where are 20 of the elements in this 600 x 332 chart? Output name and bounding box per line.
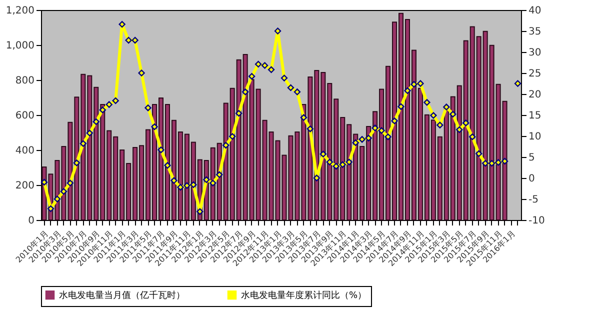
y-tick-label: 1,000 <box>6 40 34 52</box>
y-tick-label: 0 <box>28 216 34 226</box>
y-tick-label: 800 <box>15 76 34 86</box>
y-tick-label: 200 <box>15 180 34 192</box>
y-tick-label: 1,200 <box>6 6 34 16</box>
y2-tick-label: 5 <box>528 152 535 164</box>
legend-label: 水电发电量年度累计同比（%） <box>241 290 367 302</box>
y2-tick-label: 20 <box>528 90 542 100</box>
y2-tick-label: -5 <box>528 194 538 206</box>
y2-tick-label: 30 <box>528 48 542 58</box>
y2-tick-label: -10 <box>528 216 545 226</box>
y-tick-label: 600 <box>15 110 34 122</box>
y2-tick-label: 15 <box>528 110 542 122</box>
y2-tick-label: 25 <box>528 68 542 80</box>
legend-label: 水电发电量当月值（亿千瓦时） <box>59 290 185 302</box>
y2-tick-label: 40 <box>528 6 542 16</box>
y2-tick-label: 35 <box>528 26 542 38</box>
y2-tick-label: 10 <box>528 132 542 142</box>
y-tick-label: 400 <box>15 146 34 156</box>
y2-tick-label: 0 <box>528 174 535 184</box>
